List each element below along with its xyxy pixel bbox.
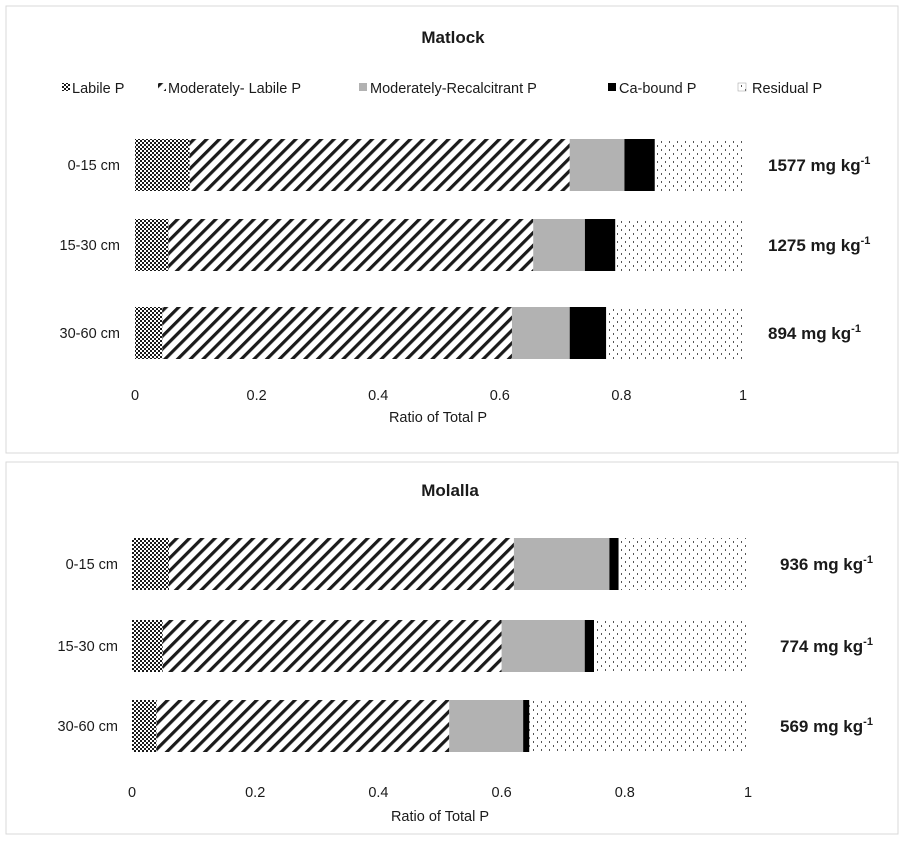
total-p-label: 1577 mg kg-1	[768, 155, 870, 175]
legend-label-recalcitrant: Moderately-Recalcitrant P	[370, 81, 537, 97]
bar-segment-black	[584, 219, 616, 271]
legend-label-moderately-labile: Moderately- Labile P	[168, 81, 301, 97]
bar-segment-black	[584, 620, 594, 672]
y-category-label: 0-15 cm	[66, 557, 118, 573]
legend: Labile P Moderately- Labile P Moderately…	[62, 81, 822, 97]
total-p-superscript: -1	[863, 716, 873, 728]
plot-molalla: 0 0.2 0.4 0.6 0.8 1 0-15 cm 936 mg kg-1 15-30 cm…	[58, 538, 873, 801]
bar-segment-diagonal	[168, 219, 534, 271]
bar-segment-dashes	[594, 620, 748, 672]
legend-swatch-ca-bound	[608, 83, 616, 91]
x-tick-label: 1	[744, 785, 752, 801]
bar-segment-gray	[533, 219, 585, 271]
bar-segment-gray	[501, 620, 585, 672]
bar-segment-dashes	[615, 219, 743, 271]
bar-segment-diagonal	[162, 307, 512, 359]
bar-segment-gray	[511, 307, 570, 359]
bar-segment-black	[523, 700, 530, 752]
legend-swatch-residual	[737, 82, 747, 92]
bar-segment-gray	[513, 538, 610, 590]
total-p-label: 894 mg kg-1	[768, 323, 861, 343]
bar-segment-dashes	[529, 700, 748, 752]
x-tick-label: 0	[128, 785, 136, 801]
bar-segment-dashes	[654, 139, 743, 191]
bar-segment-black	[609, 538, 619, 590]
total-p-superscript: -1	[861, 155, 871, 167]
legend-label-residual: Residual P	[752, 81, 822, 97]
y-category-label: 30-60 cm	[58, 719, 118, 735]
bar-segment-dots	[135, 219, 169, 271]
x-tick-label: 0.2	[245, 785, 265, 801]
x-tick-label: 0	[131, 388, 139, 404]
bar-segment-black	[569, 307, 607, 359]
bar-segment-diagonal	[168, 538, 514, 590]
x-tick-label: 0.6	[490, 388, 510, 404]
total-p-superscript: -1	[863, 636, 873, 648]
x-axis-label-molalla: Ratio of Total P	[391, 809, 489, 825]
total-p-superscript: -1	[861, 235, 871, 247]
bar-segment-gray	[569, 139, 625, 191]
x-tick-label: 0.2	[247, 388, 267, 404]
bar-segment-dots	[132, 538, 169, 590]
x-tick-label: 0.6	[492, 785, 512, 801]
legend-label-labile: Labile P	[72, 81, 124, 97]
legend-swatch-recalcitrant	[359, 83, 367, 91]
x-tick-label: 0.4	[368, 785, 388, 801]
bar-segment-black	[624, 139, 655, 191]
chart-title-matlock: Matlock	[421, 28, 485, 47]
total-p-label: 569 mg kg-1	[780, 716, 873, 736]
y-category-label: 15-30 cm	[60, 238, 120, 254]
bar-segment-dots	[135, 139, 190, 191]
chart-title-molalla: Molalla	[421, 481, 479, 500]
total-p-label: 936 mg kg-1	[780, 554, 873, 574]
bar-segment-diagonal	[156, 700, 450, 752]
x-axis-label-matlock: Ratio of Total P	[389, 410, 487, 426]
bar-segment-dashes	[606, 307, 743, 359]
bar-segment-dashes	[618, 538, 748, 590]
y-category-label: 15-30 cm	[58, 639, 118, 655]
x-tick-label: 0.4	[368, 388, 388, 404]
legend-label-ca-bound: Ca-bound P	[619, 81, 696, 97]
plot-matlock: 0 0.2 0.4 0.6 0.8 1 0-15 cm 1577 mg kg-1 15-30 c…	[60, 139, 870, 404]
x-tick-label: 0.8	[615, 785, 635, 801]
x-tick-label: 0.8	[611, 388, 631, 404]
total-p-label: 1275 mg kg-1	[768, 235, 870, 255]
total-p-label: 774 mg kg-1	[780, 636, 873, 656]
bar-segment-dots	[132, 620, 163, 672]
total-p-superscript: -1	[863, 554, 873, 566]
legend-swatch-moderately-labile	[158, 83, 166, 91]
y-category-label: 0-15 cm	[68, 158, 120, 174]
bar-segment-diagonal	[189, 139, 570, 191]
bar-segment-gray	[449, 700, 524, 752]
total-p-superscript: -1	[851, 323, 861, 335]
x-tick-label: 1	[739, 388, 747, 404]
bar-segment-dots	[135, 307, 163, 359]
y-category-label: 30-60 cm	[60, 326, 120, 342]
bar-segment-dots	[132, 700, 157, 752]
bar-segment-diagonal	[162, 620, 502, 672]
legend-swatch-labile	[62, 83, 70, 91]
